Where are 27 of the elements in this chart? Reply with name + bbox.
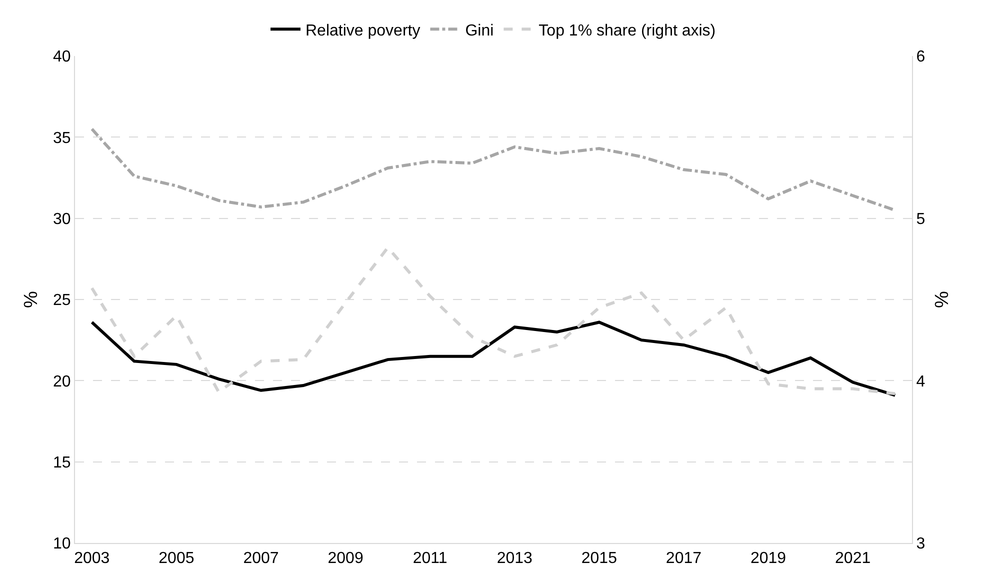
x-tick-label: 2009 xyxy=(328,550,364,568)
y-tick-label: 15 xyxy=(53,454,71,472)
y2-tick-label: 6 xyxy=(916,48,926,66)
y-tick-label: 10 xyxy=(53,536,71,553)
legend-label: Relative poverty xyxy=(306,22,420,40)
x-tick-label: 2013 xyxy=(496,550,533,568)
x-tick-label: 2019 xyxy=(750,550,786,568)
y-tick-label: 40 xyxy=(53,48,71,66)
y2-tick-label: 4 xyxy=(916,373,926,390)
legend-label: Gini xyxy=(465,22,494,40)
y-axis-title: % xyxy=(20,290,42,308)
x-tick-label: 2011 xyxy=(412,550,448,568)
line-series xyxy=(90,320,897,397)
y2-tick-label: 5 xyxy=(916,210,926,228)
y2-axis-title: % xyxy=(932,290,953,308)
y-tick-label: 25 xyxy=(53,292,71,310)
x-tick-label: 2007 xyxy=(243,550,279,568)
x-tick-label: 2005 xyxy=(158,550,194,568)
x-tick-label: 2021 xyxy=(835,550,871,568)
y-tick-label: 30 xyxy=(53,210,71,228)
y-tick-label: 35 xyxy=(53,130,71,147)
y-tick-label: 20 xyxy=(53,373,71,390)
legend-label: Top 1% share (right axis) xyxy=(538,22,716,40)
x-tick-label: 2015 xyxy=(581,550,618,568)
y2-tick-label: 3 xyxy=(916,536,926,553)
x-tick-label: 2003 xyxy=(74,550,110,568)
x-tick-label: 2017 xyxy=(666,550,702,568)
